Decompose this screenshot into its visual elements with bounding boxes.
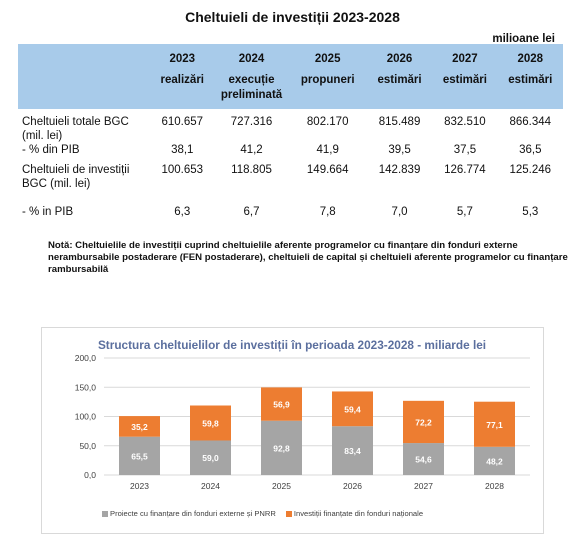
table-cell: 41,2 [240, 144, 263, 156]
table-row: Cheltuieli de investiții BGC (mil. lei) … [18, 163, 563, 199]
table-cell: 118.805 [231, 164, 272, 176]
document-title: Cheltuieli de investiții 2023-2028 [185, 9, 400, 25]
table-cell: 832.510 [444, 116, 486, 128]
investment-chart: 0,0 50,0 100,0 150,0 200,0 65,5 35,2 2023 59,0 59… [41, 327, 544, 534]
row-label: - % din PIB [22, 144, 80, 156]
x-tick-label: 2028 [485, 481, 504, 491]
data-label: 54,6 [415, 455, 432, 465]
y-tick-label: 50,0 [79, 441, 96, 451]
table-cell: 36,5 [519, 144, 542, 156]
x-tick-label: 2024 [201, 481, 220, 491]
data-label: 59,8 [202, 418, 219, 428]
table-cell: 5,3 [522, 206, 539, 218]
y-tick-label: 150,0 [75, 382, 97, 392]
bar-segment [261, 420, 302, 475]
table-cell: 727.316 [230, 116, 273, 128]
legend-item: Investiții finanțate din fonduri naționa… [285, 509, 424, 518]
bar-segment [190, 440, 231, 475]
table-cell: 6,7 [243, 206, 260, 218]
row-label: Cheltuieli de investiții BGC (mil. lei) [22, 164, 130, 190]
header-year: 2024 [214, 44, 289, 70]
legend-label: Proiecte cu finanțare din fonduri extern… [110, 509, 276, 518]
table-cell: 149.664 [306, 164, 349, 176]
header-year: 2023 [150, 44, 215, 70]
header-sub: realizări [150, 70, 215, 109]
table-cell: 802.170 [306, 116, 349, 128]
table-cell: 7,8 [319, 206, 336, 218]
bar-segment [119, 416, 160, 437]
table-cell: 610.657 [161, 116, 204, 128]
table-cell: 7,0 [391, 206, 408, 218]
bar-segment [261, 387, 302, 421]
table-cell: 5,7 [456, 206, 473, 218]
header-year: 2027 [432, 44, 498, 70]
bar-segment [332, 391, 373, 427]
header-sub: execuție preliminată [214, 70, 289, 109]
legend-label: Investiții finanțate din fonduri naționa… [293, 509, 424, 518]
header-sub: propuneri [288, 70, 367, 109]
header-sub-row: realizări execuție preliminată propuneri… [18, 70, 563, 109]
bar-segment [190, 405, 231, 441]
budget-table: 2023 2024 2025 2026 2027 2028 realizări … [18, 44, 563, 227]
row-label: Cheltuieli totale BGC (mil. lei) [22, 116, 129, 142]
bar-segment [332, 426, 373, 475]
row-label: - % in PIB [22, 206, 74, 218]
table-cell: 866.344 [509, 116, 552, 128]
header-sub: estimări [497, 70, 563, 109]
x-tick-label: 2027 [414, 481, 433, 491]
data-label: 83,4 [344, 446, 361, 456]
table-cell: 815.489 [378, 116, 421, 128]
table-cell: 126.774 [444, 164, 486, 176]
y-tick-label: 0,0 [84, 470, 96, 480]
bar-segment [403, 400, 444, 444]
header-year: 2026 [366, 44, 433, 70]
header-year-row: 2023 2024 2025 2026 2027 2028 [18, 44, 563, 109]
table-row: - % in PIB 6,3 6,7 7,8 7,0 5,7 5,3 [18, 199, 563, 227]
note-text: Notă: Cheltuielile de investiții cuprind… [48, 240, 568, 275]
y-tick-label: 200,0 [75, 353, 97, 363]
header-year: 2028 [497, 44, 563, 70]
data-label: 72,2 [415, 417, 432, 427]
chart-plot: 0,0 50,0 100,0 150,0 200,0 65,5 35,2 2023 59,0 59… [75, 353, 530, 491]
table-cell: 41,9 [316, 144, 339, 156]
data-label: 92,8 [273, 443, 290, 453]
table-cell: 125.246 [509, 164, 552, 176]
bar-segment [119, 436, 160, 475]
table-cell: 142.839 [378, 164, 421, 176]
data-label: 59,4 [344, 404, 361, 414]
table-row: - % din PIB 38,1 41,2 41,9 39,5 37,5 36,… [18, 143, 563, 163]
table-cell: 38,1 [171, 144, 194, 156]
table-cell: 6,3 [174, 206, 191, 218]
legend-swatch [102, 511, 108, 517]
data-label: 59,0 [202, 453, 219, 463]
header-sub: estimări [432, 70, 498, 109]
bar-segment [403, 443, 444, 475]
x-tick-label: 2025 [272, 481, 291, 491]
bar-segment [474, 446, 515, 475]
table-cell: 100.653 [161, 164, 204, 176]
table-row: Cheltuieli totale BGC (mil. lei) 610.657… [18, 109, 563, 143]
data-label: 65,5 [131, 451, 148, 461]
data-label: 77,1 [486, 420, 503, 430]
legend-item: Proiecte cu finanțare din fonduri extern… [102, 509, 276, 518]
data-label: 35,2 [131, 422, 148, 432]
table-cell: 37,5 [453, 144, 477, 156]
bar-segment [474, 401, 515, 447]
unit-label: milioane lei [492, 33, 555, 45]
x-tick-label: 2023 [130, 481, 149, 491]
x-tick-label: 2026 [343, 481, 362, 491]
table-cell: 39,5 [388, 144, 411, 156]
legend-swatch [285, 511, 292, 517]
header-corner [18, 44, 150, 109]
chart-legend: Proiecte cu finanțare din fonduri extern… [102, 509, 423, 518]
data-label: 56,9 [273, 400, 290, 410]
y-tick-label: 100,0 [75, 412, 97, 422]
data-label: 48,2 [486, 456, 503, 466]
header-sub: estimări [366, 70, 433, 109]
chart-title: Structura cheltuielilor de investiții în… [97, 338, 487, 352]
header-year: 2025 [288, 44, 367, 70]
